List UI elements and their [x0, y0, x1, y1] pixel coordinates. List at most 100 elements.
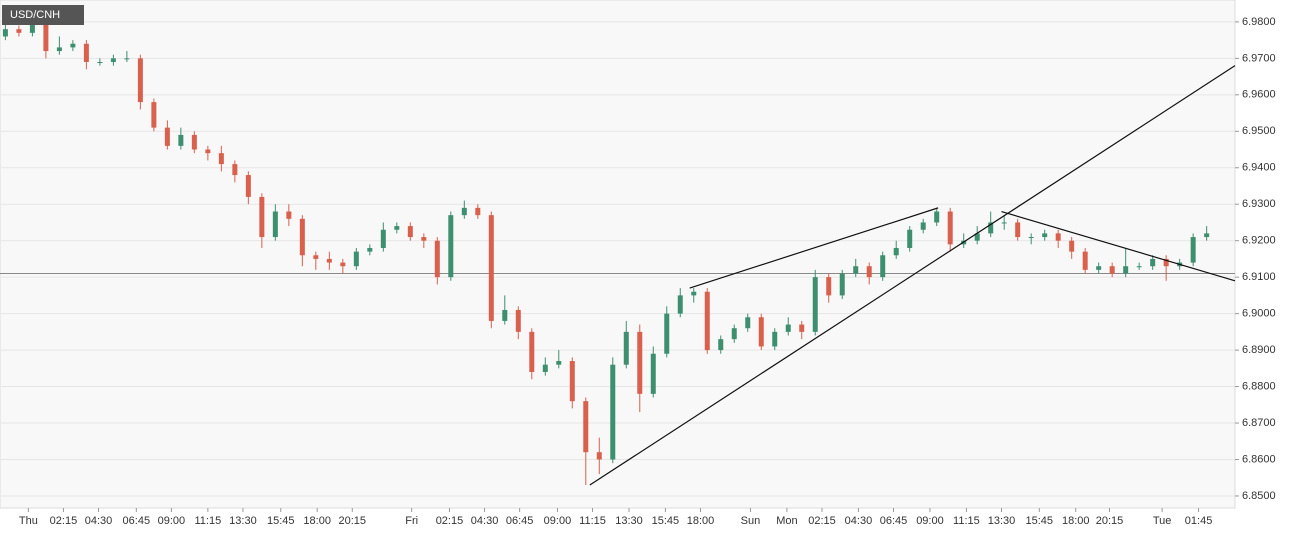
candle-body	[947, 211, 953, 245]
candle-body	[83, 43, 89, 62]
candle-body	[394, 226, 400, 230]
candle-body	[272, 211, 278, 238]
chart-title: USD/CNH	[10, 9, 60, 21]
candle-body	[502, 309, 508, 321]
y-tick-label: 6.9200	[1242, 235, 1276, 247]
candle-body	[1204, 233, 1210, 238]
candle-body	[1109, 266, 1115, 274]
candle-body	[785, 324, 791, 332]
x-tick-label: 18:00	[303, 515, 331, 527]
candle-body	[1150, 258, 1156, 267]
candle-body	[124, 58, 130, 60]
candle-body	[880, 255, 886, 278]
candle-body	[718, 339, 724, 351]
candle-body	[1015, 222, 1021, 238]
candle-body	[43, 21, 49, 52]
candle-body	[623, 331, 629, 365]
x-tick-label: 06:45	[880, 515, 908, 527]
candle-body	[907, 229, 913, 248]
candle-body	[920, 222, 926, 230]
x-tick-label: 04:30	[85, 515, 113, 527]
plot-area	[0, 0, 1236, 509]
x-tick-label: 15:45	[652, 515, 680, 527]
y-tick-label: 6.8800	[1242, 380, 1276, 392]
x-tick-label: 20:15	[1096, 515, 1124, 527]
y-tick-label: 6.9100	[1242, 271, 1276, 283]
y-tick-label: 6.9700	[1242, 52, 1276, 64]
candle-body	[569, 361, 575, 402]
candle-body	[421, 237, 427, 241]
candle-body	[677, 295, 683, 314]
x-tick-label: 20:15	[339, 515, 367, 527]
candle-body	[826, 277, 832, 296]
candle-body	[380, 229, 386, 248]
x-tick-label: 15:45	[1026, 515, 1054, 527]
candle-body	[70, 43, 76, 48]
candle-body	[731, 328, 737, 340]
x-tick-label: Mon	[776, 515, 797, 527]
x-tick-label: 09:00	[158, 515, 186, 527]
candle-body	[515, 309, 521, 332]
x-tick-label: 06:45	[123, 515, 151, 527]
y-tick-label: 6.8500	[1242, 490, 1276, 502]
x-tick-label: 18:00	[687, 515, 715, 527]
x-tick-label: 02:15	[808, 515, 836, 527]
candle-body	[178, 134, 184, 146]
x-tick-label: 13:30	[988, 515, 1016, 527]
candle-body	[596, 452, 602, 460]
candle-body	[488, 215, 494, 321]
trendline	[689, 207, 939, 289]
x-tick-label: 02:15	[436, 515, 464, 527]
candle-body	[367, 247, 373, 252]
candle-body	[988, 222, 994, 234]
candle-body	[1190, 237, 1196, 263]
candle-body	[191, 134, 197, 150]
candle-body	[326, 258, 332, 263]
candle-body	[583, 401, 589, 453]
candle-body	[529, 331, 535, 372]
x-tick-label: Thu	[19, 515, 38, 527]
candle-body	[205, 149, 211, 154]
candle-body	[110, 58, 116, 62]
candle-body	[232, 164, 238, 176]
y-tick-label: 6.9300	[1242, 198, 1276, 210]
candle-body	[772, 331, 778, 347]
candle-body	[1096, 266, 1102, 270]
candle-body	[97, 61, 103, 63]
candle-body	[475, 207, 481, 216]
x-tick-label: 13:30	[229, 515, 257, 527]
x-tick-label: 13:30	[615, 515, 643, 527]
candle-body	[245, 175, 251, 197]
x-tick-label: Tue	[1153, 515, 1172, 527]
candle-body	[610, 364, 616, 460]
candle-body	[866, 266, 872, 278]
candle-body	[29, 21, 35, 33]
candle-body	[745, 317, 751, 329]
title-box	[2, 5, 84, 25]
candle-body	[664, 313, 670, 354]
y-tick-label: 6.8900	[1242, 344, 1276, 356]
candle-body	[691, 291, 697, 296]
candle-body	[151, 102, 157, 128]
candle-body	[934, 211, 940, 223]
candle-body	[299, 218, 305, 256]
trendline	[589, 65, 1236, 486]
candle-body	[286, 211, 292, 219]
candle-body	[853, 266, 859, 274]
trendline	[1001, 210, 1236, 282]
candle-body	[218, 153, 224, 165]
y-tick-label: 6.8600	[1242, 453, 1276, 465]
x-tick-label: 11:15	[953, 515, 980, 527]
candle-body	[340, 262, 346, 267]
candle-body	[1055, 233, 1061, 241]
candle-body	[259, 196, 265, 238]
candle-body	[799, 324, 805, 332]
x-tick-label: 02:15	[50, 515, 78, 527]
candle-body	[1163, 258, 1169, 267]
candle-body	[1042, 233, 1048, 238]
x-tick-label: 06:45	[506, 515, 534, 527]
x-tick-label: 11:15	[194, 515, 221, 527]
candle-body	[1001, 222, 1007, 224]
x-tick-label: 18:00	[1062, 515, 1090, 527]
candle-body	[556, 361, 562, 365]
